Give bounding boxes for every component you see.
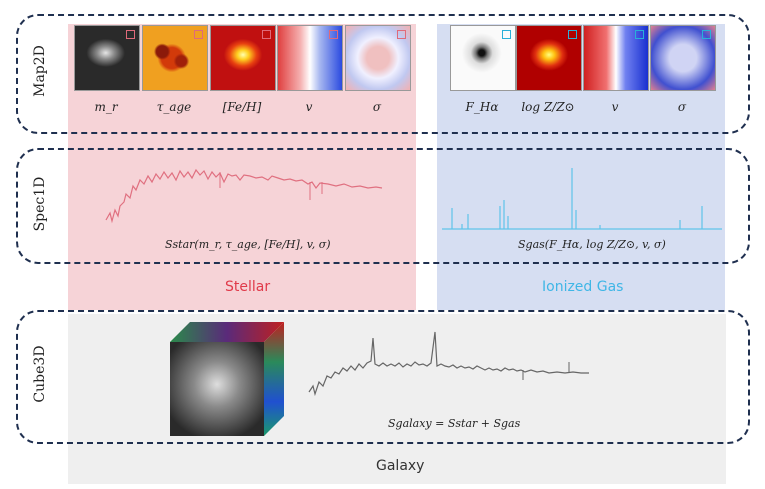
- stellar-map-label: [Fe/H]: [222, 100, 262, 114]
- spec1d-row-box: [16, 148, 750, 264]
- row-label-map2d: Map2D: [32, 45, 48, 97]
- gas-map-label: v: [611, 100, 619, 114]
- gas-map-dispersion: [650, 25, 716, 91]
- gas-map-metallicity: [516, 25, 582, 91]
- stellar-formula: 𝑆star(m_r, τ_age, [Fe/H], v, σ): [165, 238, 331, 251]
- stellar-map-label: τ_age: [156, 100, 192, 114]
- stellar-map-dispersion: [345, 25, 411, 91]
- data-cube: [170, 322, 284, 436]
- stellar-map-label: m_r: [94, 100, 118, 114]
- stellar-map-velocity: [277, 25, 343, 91]
- galaxy-formula: 𝑆galaxy = 𝑆star + 𝑆gas: [388, 417, 521, 430]
- stellar-map-feh: [210, 25, 276, 91]
- stellar-marker-icon: [126, 30, 135, 39]
- gas-marker-icon: [568, 30, 577, 39]
- gas-marker-icon: [702, 30, 711, 39]
- gas-map-label: log Z/Z⊙: [521, 100, 575, 114]
- stellar-map-mr: [74, 25, 140, 91]
- stellar-spectrum: [105, 168, 383, 224]
- gas-map-velocity: [583, 25, 649, 91]
- cube3d-row-box: [16, 310, 750, 444]
- map2d-row-box: [16, 14, 750, 134]
- stellar-title: Stellar: [225, 279, 271, 295]
- gas-spectrum: [442, 168, 722, 230]
- gas-formula: 𝑆gas(F_Hα, log Z/Z⊙, v, σ): [518, 238, 666, 251]
- galaxy-title: Galaxy: [376, 458, 425, 474]
- gas-marker-icon: [635, 30, 644, 39]
- gas-map-label: σ: [677, 100, 687, 114]
- stellar-map-label: σ: [372, 100, 382, 114]
- stellar-marker-icon: [397, 30, 406, 39]
- gas-marker-icon: [502, 30, 511, 39]
- stellar-map-label: v: [305, 100, 313, 114]
- stellar-marker-icon: [329, 30, 338, 39]
- stellar-marker-icon: [262, 30, 271, 39]
- stellar-map-age: [142, 25, 208, 91]
- gas-map-flux: [450, 25, 516, 91]
- row-label-cube3d: Cube3D: [32, 345, 48, 403]
- row-label-spec1d: Spec1D: [32, 176, 48, 232]
- galaxy-spectrum: [308, 331, 589, 397]
- gas-title: Ionized Gas: [542, 279, 624, 295]
- gas-map-label: F_Hα: [465, 100, 499, 114]
- stellar-marker-icon: [194, 30, 203, 39]
